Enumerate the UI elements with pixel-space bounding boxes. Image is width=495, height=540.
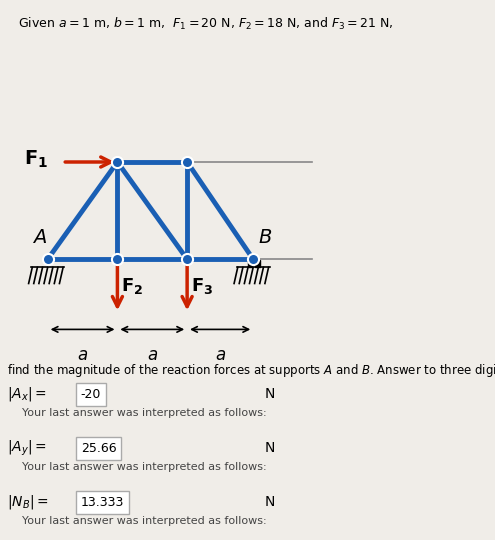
- Text: Your last answer was interpreted as follows:: Your last answer was interpreted as foll…: [22, 462, 267, 472]
- Text: 13.333: 13.333: [81, 496, 124, 509]
- Text: $a$: $a$: [147, 346, 158, 363]
- Text: Your last answer was interpreted as follows:: Your last answer was interpreted as foll…: [22, 516, 267, 526]
- Text: -20: -20: [81, 388, 101, 401]
- Text: find the magnitude of the reaction forces at supports $A$ and $B$. Answer to thr: find the magnitude of the reaction force…: [7, 362, 495, 379]
- Text: $|A_y| =$: $|A_y| =$: [7, 438, 47, 458]
- Text: $\mathbf{F_2}$: $\mathbf{F_2}$: [121, 276, 143, 296]
- Text: A: A: [33, 228, 47, 247]
- Text: 25.66: 25.66: [81, 442, 116, 455]
- Text: Your last answer was interpreted as follows:: Your last answer was interpreted as foll…: [22, 408, 267, 418]
- Text: $\mathbf{F_1}$: $\mathbf{F_1}$: [24, 148, 48, 170]
- Text: N: N: [264, 441, 275, 455]
- Text: $a$: $a$: [77, 346, 88, 363]
- Text: B: B: [259, 228, 272, 247]
- Text: $a$: $a$: [215, 346, 226, 363]
- Text: $|N_B| =$: $|N_B| =$: [7, 493, 49, 511]
- Bar: [255, 260, 260, 267]
- Text: N: N: [264, 387, 275, 401]
- Text: $|A_x| =$: $|A_x| =$: [7, 385, 47, 403]
- Text: $\mathbf{F_3}$: $\mathbf{F_3}$: [191, 276, 213, 296]
- Bar: [248, 260, 252, 267]
- Text: Given $a = 1$ m, $b = 1$ m,  $F_1 = 20$ N, $F_2 = 18$ N, and $F_3 = 21$ N,: Given $a = 1$ m, $b = 1$ m, $F_1 = 20$ N…: [18, 16, 394, 32]
- Text: N: N: [264, 495, 275, 509]
